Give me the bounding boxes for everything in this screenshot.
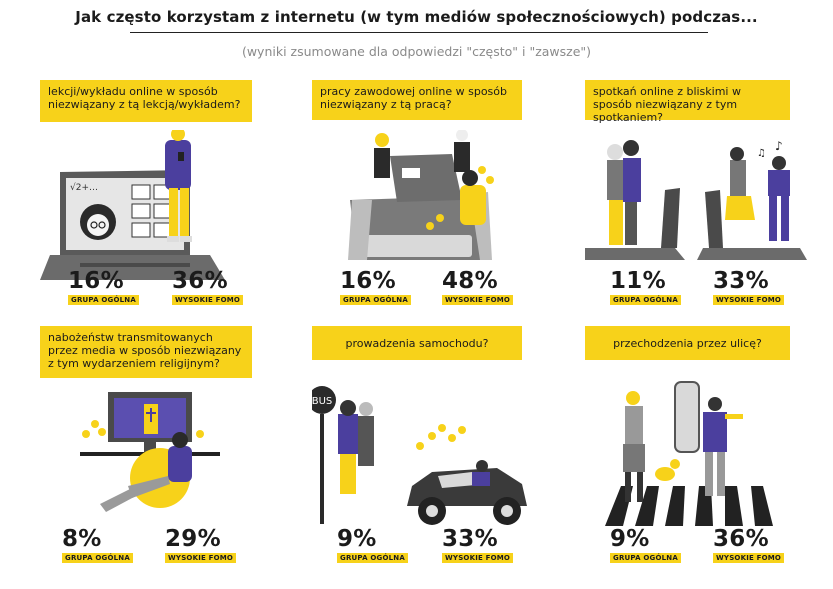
general-group-label: GRUPA OGÓLNA: [610, 553, 681, 563]
laptop-lecture-illustration: √2+…: [40, 130, 225, 280]
high-fomo-label: WYSOKIE FOMO: [442, 553, 514, 563]
general-group-percent: 11%: [610, 268, 666, 294]
general-group-percent: 16%: [340, 268, 396, 294]
panel-online-meetings: spotkań online z bliskimi w sposób niezw…: [585, 80, 833, 335]
title-underline: [130, 32, 708, 33]
bus-sign-text: BUS: [312, 396, 332, 407]
high-fomo-label: WYSOKIE FOMO: [442, 295, 514, 305]
general-group-percent: 9%: [337, 526, 377, 552]
panel-online-work: pracy zawodowej online w sposób niezwiąz…: [312, 80, 562, 335]
question-box: spotkań online z bliskimi w sposób niezw…: [585, 80, 790, 124]
high-fomo-percent: 48%: [442, 268, 498, 294]
high-fomo-label: WYSOKIE FOMO: [713, 553, 785, 563]
online-meetings-illustration: ♪ ♫: [585, 139, 807, 260]
general-group-label: GRUPA OGÓLNA: [337, 553, 408, 563]
page-title: Jak często korzystam z internetu (w tym …: [75, 8, 758, 26]
general-group-label: GRUPA OGÓLNA: [62, 553, 133, 563]
page-subtitle: (wyniki zsumowane dla odpowiedzi "często…: [241, 44, 592, 59]
general-group-percent: 8%: [62, 526, 102, 552]
high-fomo-percent: 33%: [442, 526, 498, 552]
crossing-street-illustration: [605, 381, 773, 526]
online-work-illustration: [348, 130, 494, 260]
question-box: prowadzenia samochodu?: [312, 326, 522, 360]
panel-driving: prowadzenia samochodu? BUS 9% GRUPA OGÓL…: [312, 326, 562, 581]
high-fomo-percent: 36%: [713, 526, 769, 552]
general-group-percent: 16%: [68, 268, 124, 294]
high-fomo-percent: 33%: [713, 268, 769, 294]
question-box: nabożeństw transmitowanych przez media w…: [40, 326, 252, 378]
driving-illustration: BUS: [312, 386, 527, 525]
high-fomo-percent: 29%: [165, 526, 221, 552]
question-box: lekcji/wykładu online w sposób niezwiąza…: [40, 80, 252, 122]
svg-text:♫: ♫: [757, 148, 766, 159]
high-fomo-label: WYSOKIE FOMO: [172, 295, 244, 305]
high-fomo-percent: 36%: [172, 268, 228, 294]
general-group-label: GRUPA OGÓLNA: [340, 295, 411, 305]
question-box: pracy zawodowej online w sposób niezwiąz…: [312, 80, 522, 120]
general-group-percent: 9%: [610, 526, 650, 552]
svg-text:♪: ♪: [775, 139, 783, 153]
panel-religious-broadcast: nabożeństw transmitowanych przez media w…: [40, 326, 290, 581]
panel-crossing-street: przechodzenia przez ulicę? 9% GRUPA OGÓL…: [585, 326, 833, 581]
high-fomo-label: WYSOKIE FOMO: [713, 295, 785, 305]
general-group-label: GRUPA OGÓLNA: [68, 295, 139, 305]
religious-broadcast-illustration: [80, 392, 220, 512]
panel-online-lecture: lekcji/wykładu online w sposób niezwiąza…: [40, 80, 290, 335]
high-fomo-label: WYSOKIE FOMO: [165, 553, 237, 563]
general-group-label: GRUPA OGÓLNA: [610, 295, 681, 305]
board-formula-text: √2+…: [70, 182, 98, 193]
question-box: przechodzenia przez ulicę?: [585, 326, 790, 360]
